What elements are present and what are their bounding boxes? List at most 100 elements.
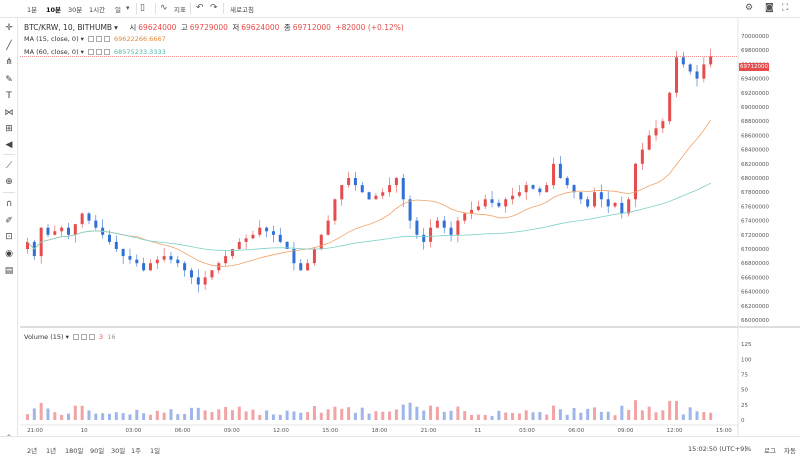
- range-1y[interactable]: 1년: [46, 447, 57, 455]
- volume-bar: [360, 407, 364, 420]
- volume-bar: [319, 412, 323, 420]
- chevron-down-icon[interactable]: ▾: [80, 48, 84, 56]
- divider: [136, 3, 137, 14]
- chevron-down-icon[interactable]: ▾: [114, 23, 118, 32]
- price-tick-label: 66200000: [741, 304, 769, 310]
- range-1d[interactable]: 1일: [150, 447, 161, 455]
- timeframe-1h[interactable]: 1시간: [89, 6, 106, 14]
- candle-body: [299, 263, 303, 271]
- open-label: 시: [129, 23, 137, 32]
- price-tick-label: 67200000: [741, 233, 769, 239]
- candle-body: [312, 249, 316, 264]
- close-toggle-icon[interactable]: [103, 49, 110, 55]
- range-90d[interactable]: 90일: [90, 447, 105, 455]
- indicator-icon[interactable]: ∿: [160, 3, 168, 13]
- redo-icon[interactable]: ↷: [210, 3, 218, 13]
- divider: [190, 3, 191, 14]
- volume-tick-label: 50: [741, 388, 748, 394]
- brush-icon[interactable]: ✎: [5, 75, 13, 85]
- candle-body: [558, 163, 562, 178]
- range-30d[interactable]: 30일: [111, 447, 126, 455]
- range-1w[interactable]: 1주: [131, 447, 142, 455]
- volume-bar: [702, 411, 706, 420]
- eye-toggle-icon[interactable]: [87, 36, 94, 42]
- percent-toggle[interactable]: %: [745, 445, 752, 453]
- volume-bar: [483, 414, 487, 420]
- volume-bar: [388, 411, 392, 420]
- settings-icon[interactable]: ⚙: [745, 3, 754, 13]
- candle-body: [613, 202, 617, 207]
- eye-toggle-icon[interactable]: [87, 49, 94, 55]
- crosshair-icon[interactable]: ✛: [5, 23, 13, 33]
- volume-bar: [60, 415, 64, 420]
- ma15-label[interactable]: MA (15, close, 0): [24, 35, 79, 43]
- candle-body: [490, 199, 494, 203]
- timeframe-30m[interactable]: 30분: [68, 6, 83, 14]
- settings-toggle-icon[interactable]: [80, 334, 87, 340]
- candle-body: [230, 249, 234, 257]
- eye-toggle-icon[interactable]: [72, 334, 79, 340]
- volume-bar: [552, 405, 556, 420]
- back-arrow-icon[interactable]: ◀: [5, 140, 13, 150]
- candle-body: [224, 256, 228, 264]
- magnet-icon[interactable]: ∩: [5, 199, 13, 209]
- pattern-icon[interactable]: ⋈: [4, 108, 14, 118]
- symbol-name[interactable]: BTC/KRW, 10, BITHUMB: [24, 23, 113, 32]
- candle-body: [408, 199, 412, 221]
- refresh-button[interactable]: 새로고침: [230, 6, 254, 14]
- candle-body: [271, 231, 275, 235]
- timeframe-day[interactable]: 일: [115, 6, 121, 14]
- candle-body: [449, 227, 453, 235]
- volume-bar: [73, 405, 77, 420]
- volume-bar: [299, 412, 303, 420]
- range-180d[interactable]: 180일: [65, 447, 84, 455]
- trash-icon[interactable]: ▤: [4, 266, 14, 276]
- drawing-toolbar: ✛ ╱ ⋔ ✎ T ⋈ ⊞ ◀ ⟋ ⊕ ∩ ✐ ⊡ ◉ ▤ ◈: [0, 18, 18, 443]
- ma60-label[interactable]: MA (60, close, 0): [24, 48, 79, 56]
- range-2y[interactable]: 2년: [27, 447, 38, 455]
- close-toggle-icon[interactable]: [88, 334, 95, 340]
- trend-line-icon[interactable]: ╱: [6, 41, 12, 51]
- candle-type-icon[interactable]: ▯: [140, 3, 145, 13]
- volume-bar: [654, 412, 658, 420]
- timeframe-10m[interactable]: 10분: [46, 6, 62, 14]
- volume-bar: [121, 413, 125, 420]
- volume-tick-label: 0: [741, 418, 745, 424]
- volume-bar: [107, 413, 111, 420]
- pitchfork-icon[interactable]: ⋔: [5, 57, 13, 67]
- chevron-down-icon[interactable]: ▾: [80, 35, 84, 43]
- camera-icon[interactable]: ◙: [765, 3, 774, 13]
- chevron-down-icon[interactable]: ▾: [126, 4, 130, 12]
- candle-body: [73, 224, 77, 235]
- volume-label[interactable]: Volume (15): [24, 333, 64, 341]
- lock-icon[interactable]: ⊡: [5, 232, 13, 242]
- candle-body: [627, 199, 631, 214]
- chevron-down-icon[interactable]: ▾: [65, 333, 69, 341]
- settings-toggle-icon[interactable]: [95, 49, 102, 55]
- time-tick-label: 21:00: [421, 428, 437, 434]
- candle-body: [326, 220, 330, 235]
- close-toggle-icon[interactable]: [103, 36, 110, 42]
- candle-body: [155, 259, 159, 264]
- timeframe-1m[interactable]: 1분: [27, 6, 38, 14]
- eye-icon[interactable]: ◉: [5, 249, 13, 259]
- candle-body: [203, 277, 207, 285]
- volume-bar: [681, 414, 685, 420]
- fullscreen-icon[interactable]: ⛶: [782, 3, 789, 13]
- volume-bar: [709, 412, 713, 420]
- auto-toggle[interactable]: 자동: [784, 447, 796, 455]
- ruler-icon[interactable]: ⟋: [5, 161, 13, 171]
- zoom-in-icon[interactable]: ⊕: [5, 177, 13, 187]
- text-icon[interactable]: T: [6, 91, 12, 101]
- price-tick-label: 67600000: [741, 204, 769, 210]
- candle-body: [189, 270, 193, 278]
- prediction-icon[interactable]: ⊞: [5, 124, 13, 134]
- undo-icon[interactable]: ↶: [196, 3, 204, 13]
- log-toggle[interactable]: 로그: [764, 447, 776, 455]
- volume-bar: [230, 410, 234, 420]
- indicators-button[interactable]: 지표: [174, 6, 186, 14]
- candle-body: [524, 185, 528, 193]
- drawing-mode-icon[interactable]: ✐: [5, 216, 13, 226]
- settings-toggle-icon[interactable]: [95, 36, 102, 42]
